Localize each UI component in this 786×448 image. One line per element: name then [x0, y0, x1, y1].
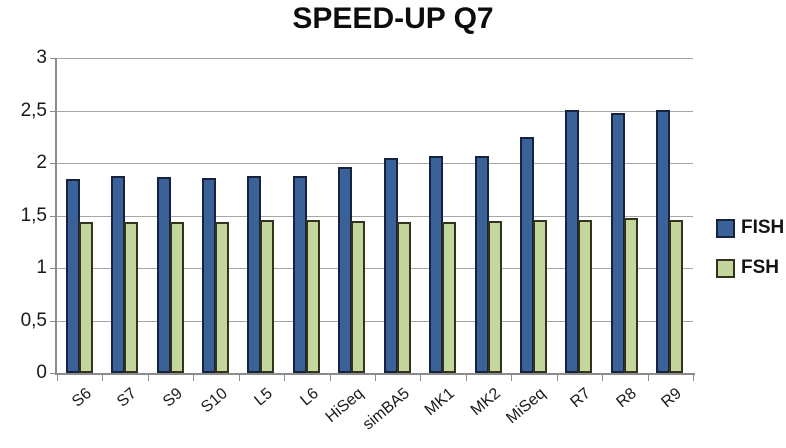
gridline [57, 163, 693, 164]
legend-label: FSH [741, 257, 779, 278]
y-axis-tick-label: 1,5 [20, 205, 47, 226]
chart-title: SPEED-UP Q7 [292, 2, 494, 35]
bar-fsh-hiseq [351, 221, 365, 373]
bar-fish-miseq [520, 137, 534, 373]
x-axis-tick [557, 375, 558, 381]
y-axis-tick [50, 58, 57, 59]
legend-label: FISH [741, 217, 785, 238]
x-axis-tick [239, 375, 240, 381]
bar-fish-s7 [111, 176, 125, 373]
bar-fish-s9 [157, 177, 171, 373]
bar-fsh-s7 [124, 222, 138, 373]
bar-fish-r8 [611, 113, 625, 373]
gridline [57, 58, 693, 59]
x-axis-tick [57, 375, 58, 381]
x-axis-tick [693, 375, 694, 381]
y-axis-tick-label: 3 [36, 47, 47, 68]
bar-fish-r9 [656, 110, 670, 373]
bar-fish-hiseq [338, 167, 352, 373]
bar-fsh-l6 [306, 220, 320, 373]
x-axis-tick [193, 375, 194, 381]
x-axis-tick [466, 375, 467, 381]
bar-fish-mk1 [429, 156, 443, 373]
y-axis-tick [50, 111, 57, 112]
bar-fish-s10 [202, 178, 216, 373]
x-axis-tick [511, 375, 512, 381]
bar-fsh-miseq [533, 220, 547, 373]
y-axis-tick-label: 0,5 [20, 310, 47, 331]
bar-fish-mk2 [475, 156, 489, 373]
x-axis-line [55, 373, 695, 375]
legend: FISH FSH [716, 217, 784, 297]
y-axis-tick [50, 373, 57, 374]
x-axis-tick [284, 375, 285, 381]
legend-item-fish: FISH [716, 217, 784, 239]
bar-fish-l6 [293, 176, 307, 373]
bar-fsh-s10 [215, 222, 229, 373]
x-axis-tick [102, 375, 103, 381]
bar-fsh-r8 [624, 218, 638, 373]
y-axis-tick-label: 1 [36, 257, 47, 278]
bar-fish-l5 [247, 176, 261, 373]
bar-fsh-mk2 [488, 221, 502, 373]
y-axis-tick-label: 2,5 [20, 100, 47, 121]
x-axis-tick [648, 375, 649, 381]
gridline [57, 268, 693, 269]
y-axis-tick [50, 163, 57, 164]
legend-swatch-fish [716, 218, 735, 238]
gridline [57, 216, 693, 217]
legend-swatch-fsh [716, 258, 735, 278]
y-axis-tick-label: 2 [36, 152, 47, 173]
y-axis-tick-label: 0 [36, 362, 47, 383]
bar-fsh-s9 [170, 222, 184, 373]
y-axis-tick [50, 216, 57, 217]
bar-fsh-l5 [260, 220, 274, 373]
bar-fish-r7 [565, 110, 579, 373]
bar-fish-s6 [66, 179, 80, 373]
bar-fsh-simba5 [397, 222, 411, 373]
bar-fsh-mk1 [442, 222, 456, 373]
gridline [57, 321, 693, 322]
x-axis-tick [375, 375, 376, 381]
bar-fish-simba5 [384, 158, 398, 373]
y-axis-tick [50, 321, 57, 322]
bar-fsh-s6 [79, 222, 93, 373]
x-axis-tick [148, 375, 149, 381]
x-axis-tick [330, 375, 331, 381]
bar-fsh-r9 [669, 220, 683, 373]
y-axis-line [55, 58, 57, 375]
x-axis-tick [420, 375, 421, 381]
y-axis-tick [50, 268, 57, 269]
gridline [57, 111, 693, 112]
x-axis-tick [602, 375, 603, 381]
bar-fsh-r7 [578, 220, 592, 373]
legend-item-fsh: FSH [716, 257, 784, 279]
